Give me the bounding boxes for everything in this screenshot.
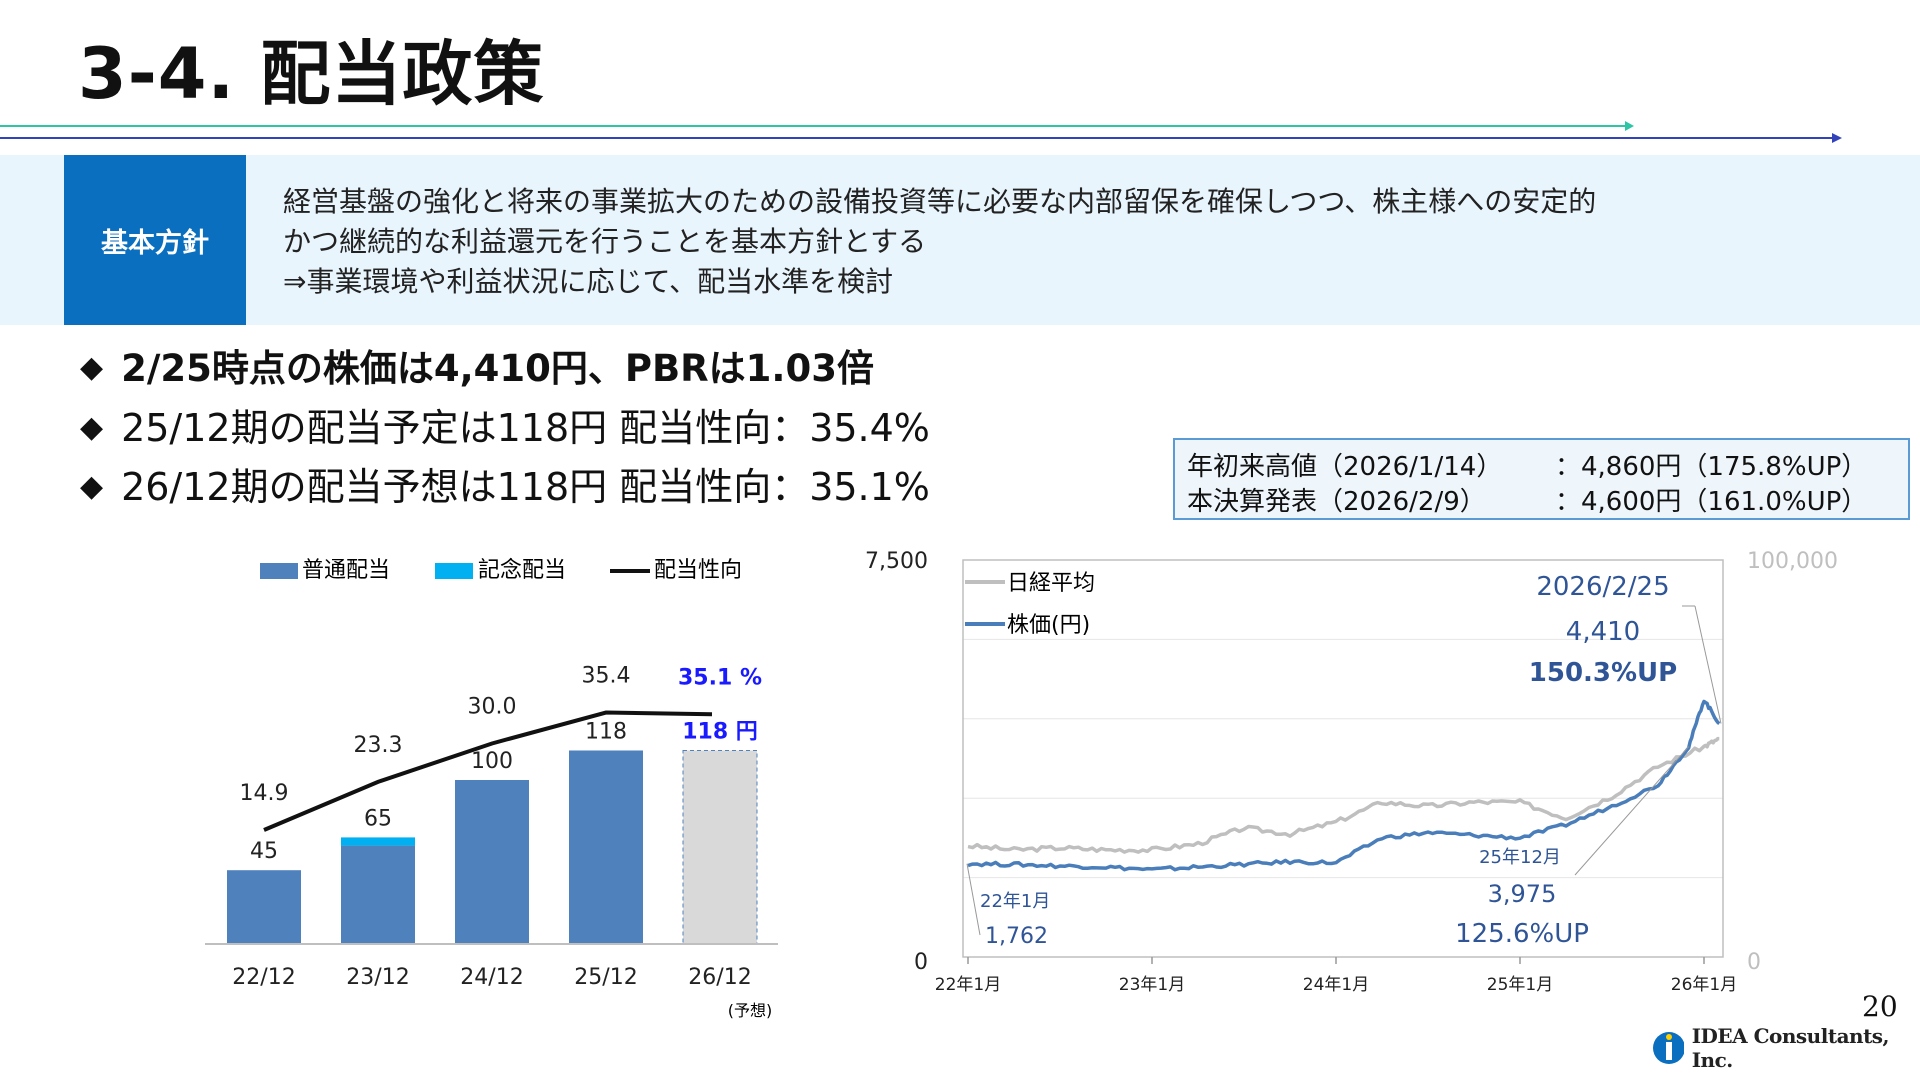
highs-row-label: 年初来高値（2026/1/14） bbox=[1187, 452, 1503, 482]
dividend-legend: 普通配当 記念配当 配当性向 bbox=[260, 558, 742, 583]
legend-label-regular: 普通配当 bbox=[302, 558, 390, 583]
x-tick-label: 22年1月 bbox=[935, 975, 1001, 995]
payout-ratio-label: 30.0 bbox=[468, 694, 517, 719]
annotation-value: 1,762 bbox=[985, 924, 1048, 949]
legend-label-commemorative: 記念配当 bbox=[478, 558, 566, 583]
legend-swatch-commemorative bbox=[435, 563, 473, 579]
bullet-stock-price: ◆ 2/25時点の株価は4,410円、PBRは1.03倍 bbox=[80, 338, 874, 392]
x-tick-label: 24年1月 bbox=[1303, 975, 1369, 995]
right-axis-tick: 100,000 bbox=[1747, 549, 1838, 574]
right-axis-tick: 0 bbox=[1747, 950, 1761, 975]
bullet-dividend-26: ◆ 26/12期の配当予想は118円 配当性向：35.1% bbox=[80, 456, 930, 511]
left-axis-tick: 0 bbox=[914, 950, 928, 975]
category-tick-label: 25/12 bbox=[574, 965, 637, 990]
highs-row-label: 本決算発表（2026/2/9） bbox=[1187, 487, 1486, 517]
highs-row-value: ：4,600円（161.0%UP） bbox=[1555, 487, 1868, 517]
dividend-bar-label: 118 bbox=[585, 719, 627, 744]
category-tick-label: 22/12 bbox=[232, 965, 295, 990]
diamond-bullet-icon: ◆ bbox=[80, 469, 104, 504]
dividend-bar-label: 100 bbox=[471, 749, 513, 774]
logo-text: IDEA Consultants, Inc. bbox=[1691, 1024, 1890, 1072]
stock-legend: 日経平均 株価(円) bbox=[965, 571, 1095, 638]
stock-highs-box: 年初来高値（2026/1/14） ：4,860円（175.8%UP） 本決算発表… bbox=[1173, 438, 1910, 520]
x-tick-label: 26年1月 bbox=[1671, 975, 1737, 995]
dividend-bar bbox=[455, 780, 529, 944]
payout-ratio-label: 35.4 bbox=[582, 664, 631, 689]
x-tick-label: 23年1月 bbox=[1119, 975, 1185, 995]
category-tick-label: 24/12 bbox=[460, 965, 523, 990]
bullet-dividend-25: ◆ 25/12期の配当予定は118円 配当性向：35.4% bbox=[80, 397, 930, 452]
bullet-text: 26/12期の配当予想は118円 配当性向：35.1% bbox=[121, 465, 930, 509]
payout-ratio-label: 35.1 % bbox=[678, 665, 762, 690]
category-tick-label: 26/12 bbox=[688, 965, 751, 990]
annotation-leader bbox=[966, 863, 981, 936]
page-number: 20 bbox=[1862, 990, 1898, 1023]
bullet-text: 2/25時点の株価は4,410円、PBRは1.03倍 bbox=[121, 347, 874, 390]
diamond-bullet-icon: ◆ bbox=[80, 350, 104, 385]
annotation-date: 25年12月 bbox=[1479, 847, 1561, 868]
legend-label-stock: 株価(円) bbox=[1007, 613, 1090, 638]
stock-price-line bbox=[967, 699, 1721, 872]
policy-line-1: 経営基盤の強化と将来の事業拡大のための設備投資等に必要な内部留保を確保しつつ、株… bbox=[283, 185, 1597, 218]
annotation-change: 125.6%UP bbox=[1455, 919, 1589, 949]
dividend-bar bbox=[569, 750, 643, 944]
page-title: 3-4. 配当政策 bbox=[78, 33, 545, 115]
payout-ratio-label: 23.3 bbox=[354, 733, 403, 758]
forecast-note: (予想) bbox=[728, 1001, 773, 1020]
policy-label: 基本方針 bbox=[64, 155, 246, 325]
dividend-bar-label: 65 bbox=[364, 806, 392, 831]
idea-logo-icon bbox=[1653, 1032, 1684, 1064]
left-axis-tick: 7,500 bbox=[865, 549, 928, 574]
legend-label-nikkei: 日経平均 bbox=[1007, 571, 1095, 596]
x-tick-label: 25年1月 bbox=[1487, 975, 1553, 995]
annotation-value: 4,410 bbox=[1566, 617, 1640, 647]
highs-row-value: ：4,860円（175.8%UP） bbox=[1555, 452, 1868, 482]
dividend-chart: 普通配当 記念配当 配当性向 45 22/12 14.9 65 23/12 23.3 100… bbox=[205, 558, 778, 1020]
dividend-bar bbox=[341, 845, 415, 944]
dividend-bar bbox=[227, 870, 301, 944]
dividend-bar-label: 118 円 bbox=[682, 719, 758, 744]
policy-line-2: かつ継続的な利益還元を行うことを基本方針とする bbox=[283, 225, 927, 258]
company-logo: IDEA Consultants, Inc. bbox=[1652, 1024, 1920, 1072]
annotation-date: 22年1月 bbox=[980, 891, 1050, 912]
category-tick-label: 23/12 bbox=[346, 965, 409, 990]
title-divider-arrows bbox=[0, 121, 1842, 143]
policy-line-3: ⇒事業環境や利益状況に応じて、配当水準を検討 bbox=[283, 265, 894, 298]
payout-ratio-label: 14.9 bbox=[240, 781, 289, 806]
annotation-leader bbox=[1574, 746, 1690, 876]
diamond-bullet-icon: ◆ bbox=[80, 410, 104, 445]
annotation-value: 3,975 bbox=[1488, 880, 1557, 908]
annotation-change: 150.3%UP bbox=[1529, 658, 1677, 688]
legend-label-payout: 配当性向 bbox=[654, 558, 742, 583]
payout-ratio-line bbox=[263, 710, 713, 832]
policy-band bbox=[0, 155, 1920, 325]
dividend-bar-label: 45 bbox=[250, 839, 278, 864]
nikkei-line bbox=[967, 736, 1720, 854]
plot-frame bbox=[962, 559, 1724, 958]
dividend-bar-commemorative bbox=[341, 837, 415, 846]
bullet-text: 25/12期の配当予定は118円 配当性向：35.4% bbox=[121, 406, 930, 450]
dividend-bar-forecast bbox=[682, 749, 758, 945]
legend-swatch-regular bbox=[260, 563, 298, 579]
annotation-date: 2026/2/25 bbox=[1536, 572, 1669, 602]
annotation-leader bbox=[1694, 605, 1722, 724]
